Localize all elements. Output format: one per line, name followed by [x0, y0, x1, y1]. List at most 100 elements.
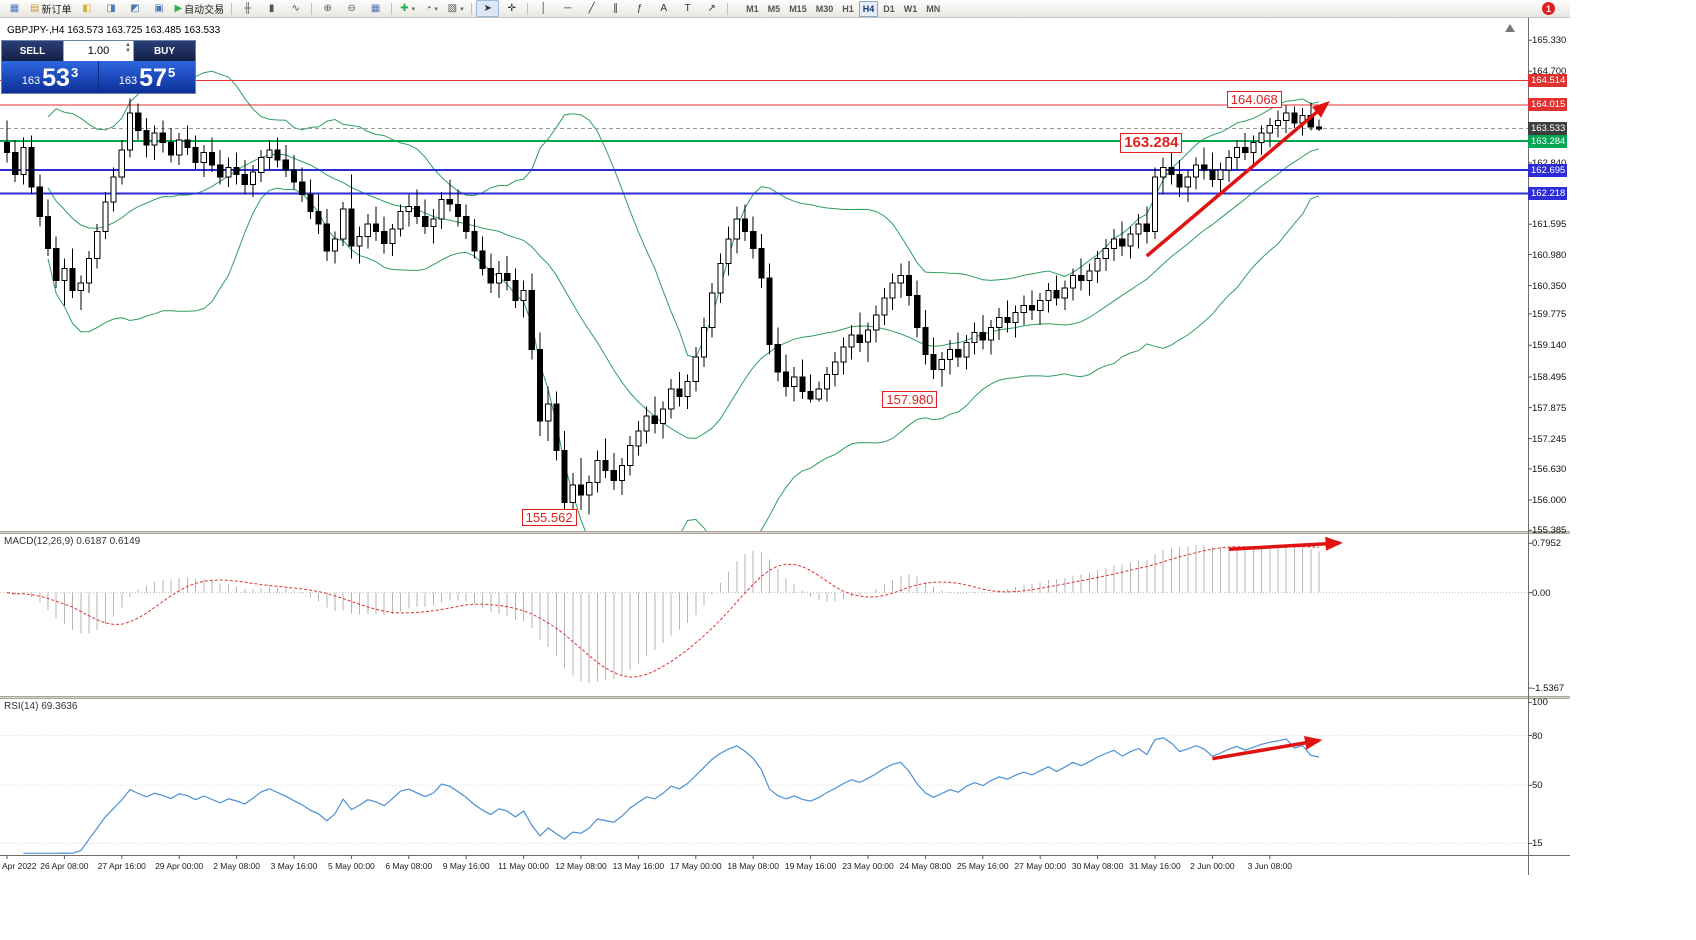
buy-button[interactable]: BUY — [134, 41, 195, 61]
price-tick-label: 162.840 — [1532, 158, 1566, 169]
price-line-label: 163.533 — [1528, 122, 1568, 135]
macd-axis-label: 0.00 — [1532, 588, 1551, 599]
date-label: 2 May 08:00 — [213, 861, 260, 871]
periods-button[interactable]: ◔ ▾ — [420, 0, 443, 17]
price-annotation: 164.068 — [1226, 90, 1282, 108]
zoom-in-icon: ⊕ — [323, 2, 332, 14]
lot-size-value: 1.00 — [87, 45, 110, 57]
price-tick-label: 159.140 — [1532, 340, 1567, 351]
chart-ohlc-title: GBPJPY-,H4 163.573 163.725 163.485 163.5… — [7, 25, 221, 36]
date-label: 23 May 00:00 — [842, 861, 894, 871]
trend-arrow — [1145, 101, 1330, 258]
terminal-button[interactable]: ▣ — [147, 0, 170, 17]
horizontal-line-button[interactable]: ─ — [556, 0, 579, 17]
date-label: 25 May 16:00 — [957, 861, 1009, 871]
timeframe-m1-button[interactable]: M1 — [746, 3, 759, 14]
metaeditor-icon: ◧ — [82, 2, 92, 14]
lot-size-field[interactable]: 1.00 ▲ ▼ — [63, 41, 134, 61]
templates-button[interactable]: ▧ ▾ — [444, 0, 467, 17]
sell-price-prefix: 163 — [21, 75, 41, 87]
timeframe-bar: M1 M5 M15 M30 H1 H4 D1 W1 MN — [742, 0, 944, 17]
navigator-button[interactable]: ◩ — [123, 0, 146, 17]
timeframe-w1-button[interactable]: W1 — [903, 3, 918, 14]
timeframe-h1-button[interactable]: H1 — [842, 3, 854, 14]
trend-arrow — [1228, 536, 1343, 551]
sell-button[interactable]: SELL — [2, 41, 63, 61]
navigator-icon: ◩ — [130, 2, 140, 14]
bar-chart-button[interactable]: ╫ — [236, 0, 259, 17]
lot-increase-button[interactable]: ▲ — [125, 42, 131, 48]
chevron-down-icon: ▾ — [411, 5, 416, 13]
chevron-down-icon: ▾ — [434, 5, 438, 13]
price-axis[interactable]: 165.330 164.700 164.514 164.015 163.533 163.2… — [1528, 18, 1570, 875]
date-label: 9 May 16:00 — [442, 861, 490, 871]
date-label: 12 May 08:00 — [555, 861, 607, 871]
text-icon: A — [660, 2, 667, 14]
vertical-line-icon: │ — [540, 2, 547, 14]
timeframe-d1-button[interactable]: D1 — [883, 3, 895, 14]
market-watch-button[interactable]: ◨ — [99, 0, 122, 17]
new-order-button[interactable]: ▤ 新订单 — [27, 0, 74, 17]
price-tick-label: 159.775 — [1532, 309, 1567, 320]
new-chart-button[interactable]: ▦ — [3, 0, 26, 17]
lot-decrease-button[interactable]: ▼ — [125, 48, 131, 54]
periods-icon: ◔ — [425, 2, 432, 14]
buy-price-big: 57 — [139, 64, 167, 92]
horizontal-line-icon: ─ — [564, 2, 572, 14]
text-label-button[interactable]: T — [676, 0, 699, 17]
sell-price-display[interactable]: 163 53 3 — [2, 61, 98, 93]
timeframe-m30-button[interactable]: M30 — [815, 3, 834, 14]
price-tick-label: 161.595 — [1532, 219, 1567, 230]
timeframe-mn-button[interactable]: MN — [926, 3, 941, 14]
price-line-label: 164.514 — [1528, 74, 1568, 87]
chart-window: 165.330 164.700 164.514 164.015 163.533 163.2… — [0, 18, 1570, 940]
chart-canvas[interactable] — [0, 18, 1570, 875]
toolbar-separator — [727, 2, 729, 15]
buy-price-display[interactable]: 163 57 5 — [98, 61, 195, 93]
zoom-out-button[interactable]: ⊖ — [340, 0, 363, 17]
price-tick-label: 160.980 — [1532, 250, 1567, 261]
fibonacci-icon: ƒ — [636, 2, 643, 14]
line-chart-button[interactable]: ∿ — [284, 0, 307, 17]
indicators-button[interactable]: ✚ ▾ — [396, 0, 419, 17]
date-label: 29 Apr 00:00 — [155, 861, 204, 871]
timeframe-m15-button[interactable]: M15 — [789, 3, 807, 14]
new-order-label: 新订单 — [41, 5, 72, 16]
rsi-axis-label: 15 — [1532, 838, 1543, 849]
channel-button[interactable]: ∥ — [604, 0, 627, 17]
rsi-line — [23, 737, 1320, 854]
timeframe-m5-button[interactable]: M5 — [767, 3, 781, 14]
date-label: 3 Jun 08:00 — [1247, 861, 1293, 871]
arrow-tool-button[interactable]: ↗ — [700, 0, 723, 17]
text-button[interactable]: A — [652, 0, 675, 17]
trendline-button[interactable]: ╱ — [580, 0, 603, 17]
sell-price-sup: 3 — [70, 65, 79, 80]
buy-price-prefix: 163 — [118, 75, 138, 87]
date-label: 18 May 08:00 — [727, 861, 779, 871]
toolbar-separator — [527, 2, 529, 15]
chevron-down-icon: ▾ — [460, 5, 464, 13]
price-tick-label: 165.330 — [1532, 35, 1567, 46]
rsi-indicator-label: RSI(14) 69.3636 — [4, 701, 78, 712]
rsi-axis-label: 100 — [1532, 697, 1548, 708]
vertical-line-button[interactable]: │ — [532, 0, 555, 17]
metaeditor-button[interactable]: ◧ — [75, 0, 98, 17]
date-label: 31 May 16:00 — [1129, 861, 1181, 871]
auto-trading-button[interactable]: ▶ 自动交易 — [171, 0, 227, 17]
fibonacci-button[interactable]: ƒ — [628, 0, 651, 17]
timeframe-h4-button[interactable]: H4 — [858, 0, 879, 17]
toolbar-separator — [391, 2, 393, 15]
cursor-button[interactable]: ➤ — [476, 0, 500, 17]
macd-indicator-label: MACD(12,26,9) 0.6187 0.6149 — [4, 536, 141, 547]
candlestick-chart-button[interactable]: ▮ — [260, 0, 283, 17]
toolbar-separator — [231, 2, 233, 15]
notification-badge[interactable]: 1 — [1542, 2, 1555, 15]
crosshair-button[interactable]: ✛ — [500, 0, 523, 17]
date-label: 5 May 00:00 — [328, 861, 375, 871]
zoom-in-button[interactable]: ⊕ — [316, 0, 339, 17]
candlesticks — [3, 98, 1323, 522]
price-tick-label: 160.350 — [1532, 281, 1567, 292]
tile-windows-button[interactable]: ▦ — [364, 0, 387, 17]
templates-icon: ▧ — [447, 2, 458, 14]
time-axis[interactable]: Apr 2022 26 Apr 08:00 27 Apr 16:00 29 Apr 0… — [0, 857, 1528, 875]
